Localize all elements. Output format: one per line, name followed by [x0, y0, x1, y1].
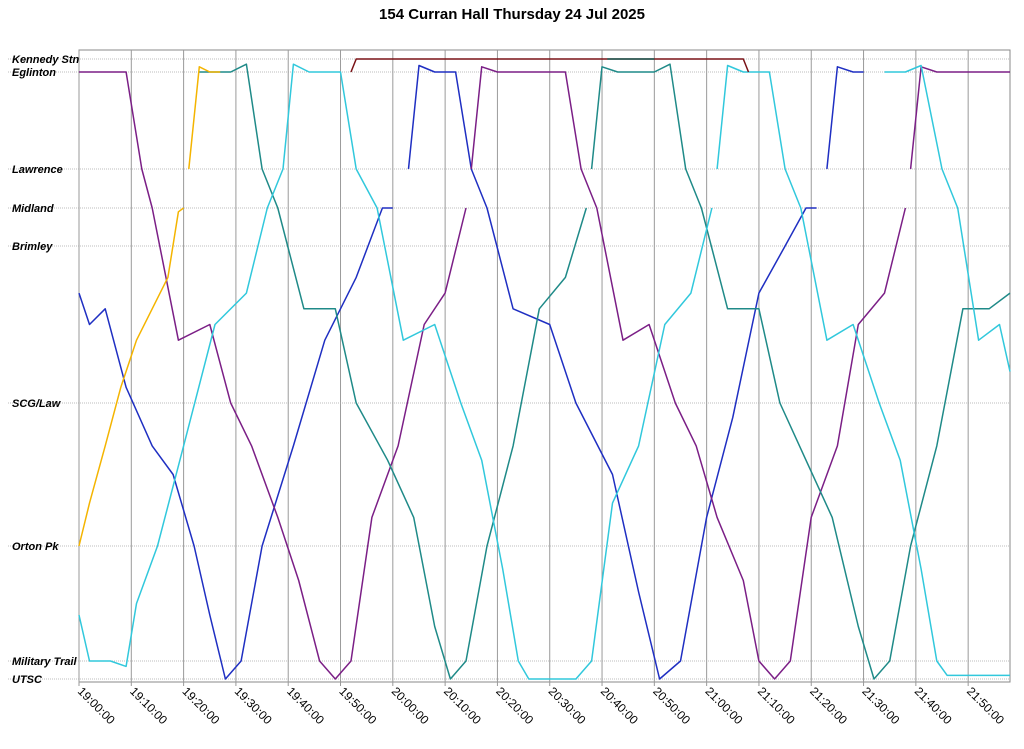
- x-tick-label: 20:40:00: [598, 684, 641, 727]
- trip-line-10: [716, 64, 1010, 677]
- grid-vertical: [78, 50, 969, 686]
- x-tick-label: 20:30:00: [546, 684, 589, 727]
- series-layer: [78, 58, 1011, 680]
- trip-line-8: [590, 63, 1011, 680]
- trip-line-6: [909, 66, 1010, 170]
- y-stop-label: Brimley: [12, 241, 53, 253]
- trip-line-5: [470, 66, 907, 680]
- x-tick-label: 20:50:00: [650, 684, 693, 727]
- grid-horizontal: [8, 58, 1010, 680]
- trip-line-13: [188, 66, 221, 170]
- trip-line-14: [350, 58, 750, 73]
- x-tick-label: 21:30:00: [859, 684, 902, 727]
- trip-line-7: [199, 63, 588, 680]
- y-stop-label: SCG/Law: [12, 398, 62, 410]
- y-stop-label: Lawrence: [12, 164, 63, 176]
- x-tick-label: 19:30:00: [232, 684, 275, 727]
- x-tick-label: 19:10:00: [127, 684, 170, 727]
- chart-title: 154 Curran Hall Thursday 24 Jul 2025: [379, 6, 645, 23]
- trip-line-9: [78, 63, 713, 680]
- y-stop-label: Midland: [12, 203, 54, 215]
- y-stop-label: Military Trail: [12, 656, 78, 668]
- x-tick-label: 21:20:00: [807, 684, 850, 727]
- y-stop-label: UTSC: [12, 674, 43, 686]
- trip-line-3: [826, 66, 864, 170]
- x-tick-label: 19:50:00: [336, 684, 379, 727]
- x-tick-label: 20:10:00: [441, 684, 484, 727]
- y-stop-label: Kennedy Stn: [12, 54, 80, 66]
- trip-line-1: [78, 207, 393, 680]
- y-stop-label: Eglinton: [12, 67, 56, 79]
- x-tick-label: 19:00:00: [75, 684, 118, 727]
- x-tick-label: 20:00:00: [389, 684, 432, 727]
- x-tick-label: 21:40:00: [912, 684, 955, 727]
- x-tick-label: 21:00:00: [703, 684, 746, 727]
- x-axis-labels: 19:00:00 19:10:00 19:20:00 19:30:00 19:40:00…: [75, 684, 1007, 727]
- plot-frame: [78, 49, 1011, 683]
- x-tick-label: 20:20:00: [493, 684, 536, 727]
- x-tick-label: 21:50:00: [964, 684, 1007, 727]
- x-tick-label: 19:20:00: [179, 684, 222, 727]
- trip-line-2: [407, 64, 817, 680]
- trip-line-11: [884, 64, 1011, 372]
- trip-line-4: [79, 71, 467, 680]
- x-tick-label: 21:10:00: [755, 684, 798, 727]
- trip-line-12: [78, 207, 185, 547]
- x-tick-label: 19:40:00: [284, 684, 327, 727]
- y-stop-label: Orton Pk: [12, 541, 59, 553]
